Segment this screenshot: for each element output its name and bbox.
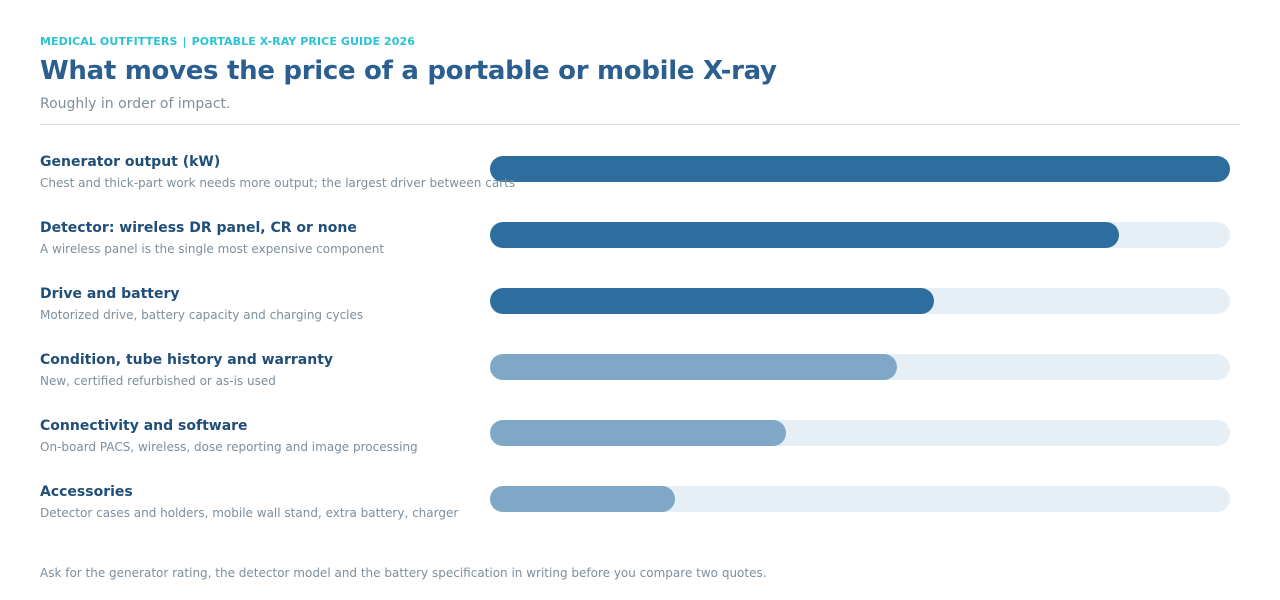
bar-fill bbox=[490, 420, 786, 446]
factor-label: Accessories bbox=[40, 484, 133, 500]
bar-fill bbox=[490, 288, 934, 314]
factor-description: On-board PACS, wireless, dose reporting … bbox=[40, 440, 418, 454]
footnote: Ask for the generator rating, the detect… bbox=[40, 566, 767, 580]
factor-row: Drive and battery Motorized drive, batter… bbox=[40, 280, 1240, 330]
guide-name: PORTABLE X-RAY PRICE GUIDE 2026 bbox=[191, 35, 416, 48]
bar-fill bbox=[490, 156, 1230, 182]
bar-track bbox=[490, 156, 1230, 182]
eyebrow-separator: | bbox=[182, 35, 187, 48]
factor-description: Chest and thick-part work needs more out… bbox=[40, 176, 516, 190]
bar-track bbox=[490, 354, 1230, 380]
factor-row: Accessories Detector cases and holders, m… bbox=[40, 478, 1240, 528]
eyebrow: MEDICAL OUTFITTERS | PORTABLE X-RAY PRICE … bbox=[40, 35, 415, 48]
factor-row: Generator output (kW) Chest and thick-par… bbox=[40, 148, 1240, 198]
page-subtitle: Roughly in order of impact. bbox=[40, 96, 231, 112]
bar-fill bbox=[490, 222, 1119, 248]
bar-fill bbox=[490, 354, 897, 380]
factor-label: Detector: wireless DR panel, CR or none bbox=[40, 220, 357, 236]
page-title: What moves the price of a portable or mo… bbox=[40, 56, 777, 86]
factor-row: Condition, tube history and warranty New,… bbox=[40, 346, 1240, 396]
factor-description: A wireless panel is the single most expe… bbox=[40, 242, 385, 256]
header-divider bbox=[40, 124, 1240, 125]
factor-description: Detector cases and holders, mobile wall … bbox=[40, 506, 459, 520]
bar-fill bbox=[490, 486, 675, 512]
bar-track bbox=[490, 420, 1230, 446]
factor-label: Generator output (kW) bbox=[40, 154, 221, 170]
factor-description: Motorized drive, battery capacity and ch… bbox=[40, 308, 364, 322]
bar-track bbox=[490, 288, 1230, 314]
price-factors-panel: MEDICAL OUTFITTERS | PORTABLE X-RAY PRICE … bbox=[40, 0, 1240, 600]
factor-label: Condition, tube history and warranty bbox=[40, 352, 334, 368]
brand-name: MEDICAL OUTFITTERS bbox=[40, 35, 178, 48]
factor-row: Connectivity and software On-board PACS, … bbox=[40, 412, 1240, 462]
factor-label: Connectivity and software bbox=[40, 418, 248, 434]
factor-row: Detector: wireless DR panel, CR or none A… bbox=[40, 214, 1240, 264]
bar-track bbox=[490, 222, 1230, 248]
bar-track bbox=[490, 486, 1230, 512]
factor-description: New, certified refurbished or as-is used bbox=[40, 374, 276, 388]
factor-label: Drive and battery bbox=[40, 286, 180, 302]
